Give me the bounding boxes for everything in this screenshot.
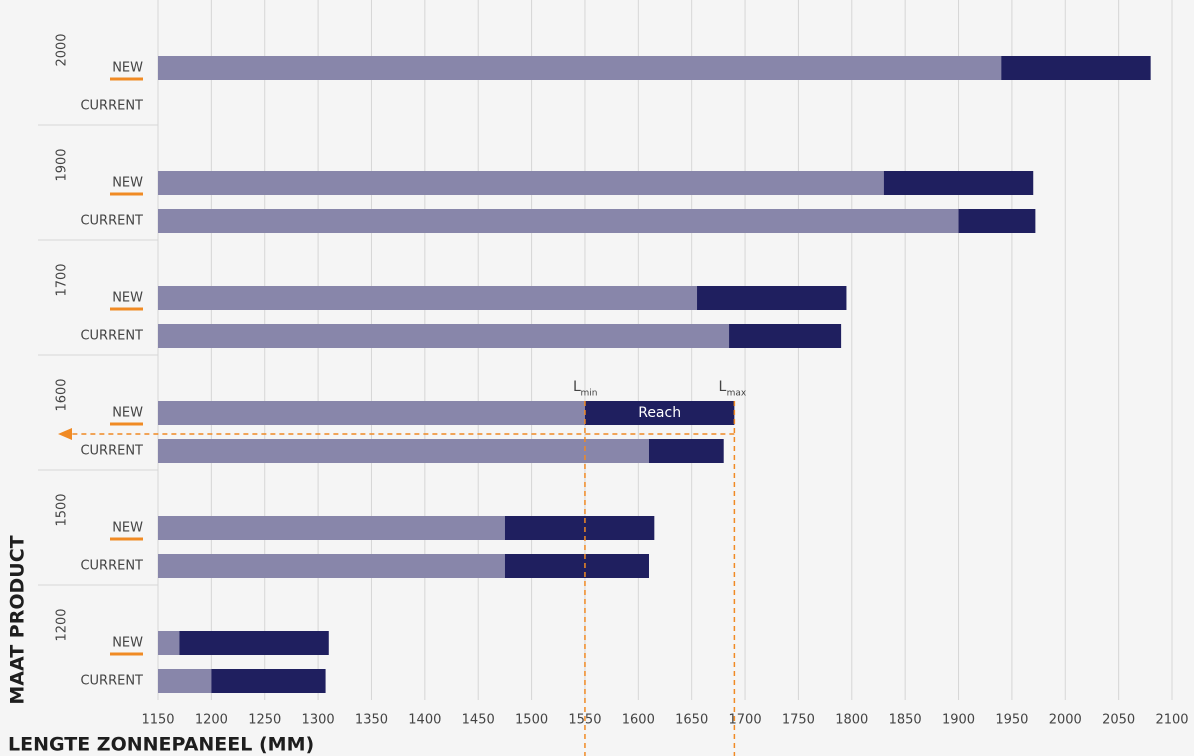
arrow-head xyxy=(58,428,72,440)
group-label: 2000 xyxy=(55,33,70,66)
bar-max xyxy=(211,669,326,693)
lmin-sub: min xyxy=(580,389,597,399)
x-tick-label: 1700 xyxy=(729,713,762,728)
group-label: 1600 xyxy=(55,378,70,411)
bar-max xyxy=(648,439,724,463)
x-tick-label: 1150 xyxy=(141,713,174,728)
bar-max xyxy=(179,631,329,655)
bar-max xyxy=(697,286,847,310)
group-label: 1200 xyxy=(55,608,70,641)
row-label: NEW xyxy=(112,291,143,306)
x-tick-label: 1800 xyxy=(835,713,868,728)
x-tick-label: 1400 xyxy=(408,713,441,728)
bar-max xyxy=(729,324,842,348)
bar-min xyxy=(158,56,1002,80)
row-label: CURRENT xyxy=(80,444,143,459)
bar-min xyxy=(158,401,585,425)
bar-min xyxy=(158,439,649,463)
x-tick-label: 2050 xyxy=(1102,713,1135,728)
bar-max xyxy=(883,171,1034,195)
bar-max xyxy=(1001,56,1151,80)
grid-layer xyxy=(157,0,1173,700)
x-tick-label: 1900 xyxy=(942,713,975,728)
y-axis-title: MAAT PRODUCT xyxy=(7,535,29,704)
group-label: 1900 xyxy=(55,148,70,181)
x-tick-label: 1200 xyxy=(195,713,228,728)
lmax-label: L xyxy=(718,379,726,395)
reach-label: Reach xyxy=(638,405,681,421)
bar-max xyxy=(584,401,735,425)
x-tick-label: 1600 xyxy=(622,713,655,728)
x-tick-label: 1450 xyxy=(462,713,495,728)
row-label: CURRENT xyxy=(80,674,143,689)
row-label: NEW xyxy=(112,176,143,191)
x-tick-label: 2000 xyxy=(1049,713,1082,728)
bar-max xyxy=(504,516,655,540)
bar-min xyxy=(158,669,212,693)
x-tick-label: 1850 xyxy=(889,713,922,728)
row-label: NEW xyxy=(112,521,143,536)
bar-min xyxy=(158,554,505,578)
row-label: NEW xyxy=(112,636,143,651)
x-tick-label: 1500 xyxy=(515,713,548,728)
lmin-label: L xyxy=(573,379,581,395)
x-tick-label: 1350 xyxy=(355,713,388,728)
lmax-sub: max xyxy=(727,389,747,399)
bar-max xyxy=(958,209,1036,233)
x-axis-title: LENGTE ZONNEPANEEL (MM) xyxy=(8,734,314,756)
bar-max xyxy=(504,554,649,578)
x-tick-label: 1300 xyxy=(302,713,335,728)
x-tick-label: 1650 xyxy=(675,713,708,728)
group-label: 1700 xyxy=(55,263,70,296)
row-label: NEW xyxy=(112,406,143,421)
x-tick-label: 1950 xyxy=(995,713,1028,728)
row-label: CURRENT xyxy=(80,329,143,344)
bar-min xyxy=(158,171,884,195)
x-tick-label: 2100 xyxy=(1155,713,1188,728)
bar-min xyxy=(158,516,505,540)
row-label: CURRENT xyxy=(80,214,143,229)
x-tick-label: 1250 xyxy=(248,713,281,728)
bar-min xyxy=(158,286,698,310)
bar-min xyxy=(158,324,730,348)
row-label: CURRENT xyxy=(80,559,143,574)
bar-min xyxy=(158,209,959,233)
row-label: NEW xyxy=(112,61,143,76)
bar-min xyxy=(158,631,180,655)
row-label: CURRENT xyxy=(80,99,143,114)
group-label: 1500 xyxy=(55,493,70,526)
x-tick-label: 1750 xyxy=(782,713,815,728)
